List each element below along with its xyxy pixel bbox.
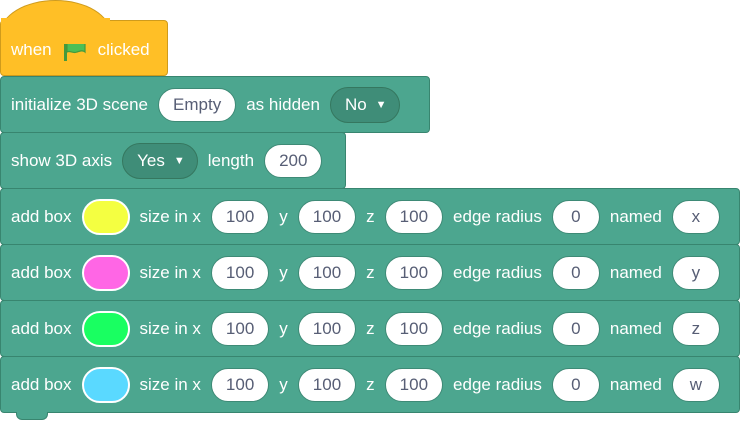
- as-hidden-label: as hidden: [246, 94, 320, 114]
- size-y-input[interactable]: 100: [297, 255, 357, 290]
- add-box-label: add box: [11, 262, 72, 282]
- named-label: named: [609, 374, 662, 394]
- size-z-input[interactable]: 100: [384, 255, 444, 290]
- edge-radius-label: edge radius: [453, 374, 542, 394]
- length-label: length: [207, 150, 255, 170]
- size-z-input[interactable]: 100: [384, 311, 444, 346]
- size-y-input[interactable]: 100: [297, 311, 357, 346]
- caret-down-icon: ▼: [375, 98, 387, 111]
- named-label: named: [609, 262, 662, 282]
- size-x-input[interactable]: 100: [210, 311, 270, 346]
- size-x-input[interactable]: 100: [210, 199, 270, 234]
- axis-dropdown[interactable]: Yes ▼: [122, 142, 198, 179]
- color-swatch[interactable]: [81, 198, 130, 235]
- add-box-block[interactable]: add box size in x 100 y 100 z 100 edge r…: [0, 188, 740, 245]
- length-input[interactable]: 200: [264, 143, 323, 178]
- y-label: y: [279, 262, 288, 282]
- size-label: size in x: [139, 318, 201, 338]
- name-input[interactable]: x: [671, 199, 720, 234]
- size-y-input[interactable]: 100: [297, 199, 357, 234]
- hidden-dropdown-value: No: [344, 94, 367, 114]
- add-box-label: add box: [11, 206, 72, 226]
- show-3d-axis-block[interactable]: show 3D axis Yes ▼ length 200: [0, 132, 346, 189]
- z-label: z: [366, 374, 375, 394]
- size-x-input[interactable]: 100: [210, 367, 270, 402]
- add-box-label: add box: [11, 318, 72, 338]
- edge-radius-input[interactable]: 0: [551, 311, 600, 346]
- add-box-block[interactable]: add box size in x 100 y 100 z 100 edge r…: [0, 244, 740, 301]
- color-swatch[interactable]: [81, 310, 130, 347]
- hat-block-cap-joint: [1, 18, 110, 44]
- edge-radius-label: edge radius: [453, 262, 542, 282]
- edge-radius-input[interactable]: 0: [551, 199, 600, 234]
- size-label: size in x: [139, 374, 201, 394]
- edge-radius-input[interactable]: 0: [551, 255, 600, 290]
- size-label: size in x: [139, 206, 201, 226]
- size-x-input[interactable]: 100: [210, 255, 270, 290]
- edge-radius-label: edge radius: [453, 206, 542, 226]
- hidden-dropdown[interactable]: No ▼: [329, 86, 400, 123]
- initialize-3d-scene-block[interactable]: initialize 3D scene Empty as hidden No ▼: [0, 76, 430, 133]
- z-label: z: [366, 206, 375, 226]
- name-input[interactable]: w: [671, 367, 720, 402]
- add-box-label: add box: [11, 374, 72, 394]
- initialize-label: initialize 3D scene: [11, 94, 149, 114]
- size-y-input[interactable]: 100: [297, 367, 357, 402]
- edge-radius-input[interactable]: 0: [551, 367, 600, 402]
- size-z-input[interactable]: 100: [384, 367, 444, 402]
- named-label: named: [609, 318, 662, 338]
- axis-dropdown-value: Yes: [137, 150, 165, 170]
- scene-input[interactable]: Empty: [158, 87, 237, 122]
- color-swatch[interactable]: [81, 366, 130, 403]
- add-box-block[interactable]: add box size in x 100 y 100 z 100 edge r…: [0, 300, 740, 357]
- clicked-label: clicked: [97, 40, 150, 59]
- z-label: z: [366, 318, 375, 338]
- color-swatch[interactable]: [81, 254, 130, 291]
- add-box-block[interactable]: add box size in x 100 y 100 z 100 edge r…: [0, 356, 740, 413]
- y-label: y: [279, 318, 288, 338]
- caret-down-icon: ▼: [173, 154, 185, 167]
- y-label: y: [279, 206, 288, 226]
- size-z-input[interactable]: 100: [384, 199, 444, 234]
- block-bottom-notch: [16, 412, 48, 420]
- size-label: size in x: [139, 262, 201, 282]
- named-label: named: [609, 206, 662, 226]
- name-input[interactable]: z: [671, 311, 720, 346]
- when-label: when: [11, 40, 52, 59]
- edge-radius-label: edge radius: [453, 318, 542, 338]
- z-label: z: [366, 262, 375, 282]
- y-label: y: [279, 374, 288, 394]
- show-axis-label: show 3D axis: [11, 150, 113, 170]
- name-input[interactable]: y: [671, 255, 720, 290]
